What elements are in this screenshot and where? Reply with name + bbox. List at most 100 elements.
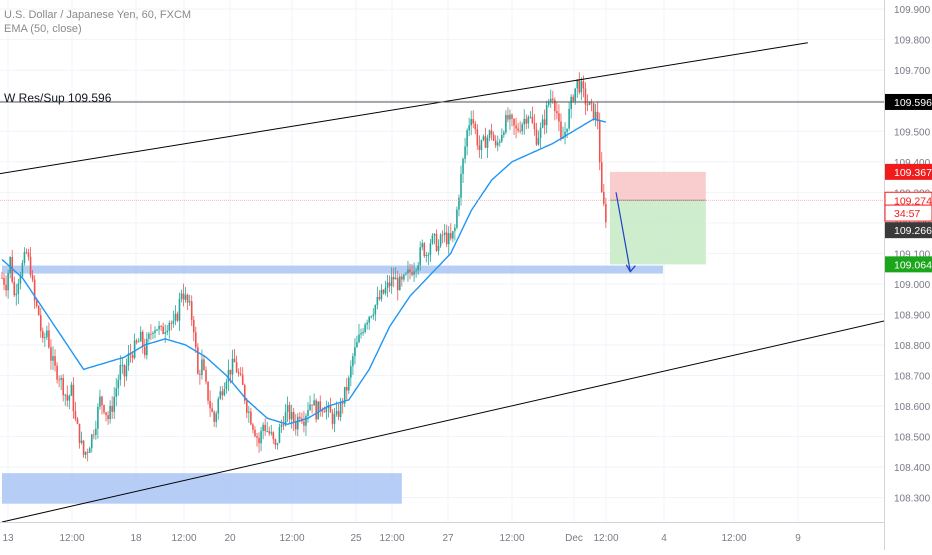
support-zone-lower [2,473,402,504]
candle-body [403,274,405,280]
candle-body [476,129,479,146]
candle-body [29,256,32,276]
candle-body [421,243,424,248]
candle-body [572,96,574,102]
symbol-title[interactable]: U.S. Dollar / Japanese Yen, 60, FXCM [4,9,192,21]
candle-body [407,269,409,274]
x-tick-label: 12:00 [171,533,196,544]
candle-body [68,395,71,401]
candle-body [239,373,242,375]
y-tick-label: 108.500 [894,433,931,444]
candle-body [39,315,42,332]
candle-body [78,423,81,443]
candle-body [598,121,601,163]
candle-body [309,404,311,410]
candle-body [192,319,195,333]
candle-body [470,119,472,126]
drawings[interactable] [0,42,900,523]
candle-body [525,118,528,124]
x-tick-label: 4 [661,533,667,544]
candle-body [97,406,99,429]
candle-body [505,115,507,133]
candle-body [547,101,550,105]
candle-body [543,119,546,126]
candle-body [254,429,256,437]
candle-body [105,412,107,416]
candle-body [123,364,126,377]
candle-body [141,331,144,347]
candle-body [507,115,509,120]
candle-body [31,275,34,280]
candle-body [176,313,179,321]
candle-body [42,331,44,338]
candle-body [131,354,134,358]
candle-body [509,114,511,120]
candle-body [537,138,540,145]
grid [0,0,884,522]
candle-body [215,413,217,422]
candle-body [386,282,389,288]
candle-body [252,424,254,430]
price-tag-label: 109.064 [894,259,932,271]
candle-body [441,234,444,236]
candle-body [262,424,264,431]
candle-body [374,305,377,315]
candle-body [488,130,491,138]
candle-body [241,374,244,385]
candle-body [3,277,5,285]
candle-body [56,365,58,380]
candle-body [156,329,158,331]
candle-body [439,234,442,247]
candle-body [27,252,30,257]
candle-body [580,81,583,93]
candle-body [317,401,319,420]
candle-body [168,322,171,331]
candle-body [356,342,358,348]
x-tick-label: Dec [565,533,583,544]
candle-body [246,400,248,413]
candle-body [331,412,334,424]
candle-body [233,358,236,363]
candle-body [482,136,485,140]
level-label[interactable]: W Res/Sup 109.596 [4,91,112,105]
candle-body [133,340,136,358]
candle-body [447,233,450,245]
candle-body [472,119,475,124]
candle-body [343,386,346,404]
candle-body [384,287,387,294]
candle-body [144,346,146,356]
candle-body [33,279,36,301]
candle-body [203,359,205,370]
candle-body [235,362,238,373]
candle-body [341,401,344,404]
candle-body [556,111,558,114]
candle-body [354,347,356,357]
candle-body [111,405,113,412]
x-tick-label: 9 [795,533,801,544]
candle-body [419,247,421,266]
candle-body [60,377,62,380]
candle-body [348,377,350,391]
price-tag-label: 109.274 [894,195,932,207]
candle-body [184,294,187,300]
candle-body [337,411,340,418]
candle-body [350,366,352,378]
candle-body [358,334,360,343]
time-axis[interactable]: 13 12:00 18 12:00 20 12:00 25 12:00 27 12:00 Dec 12… [0,522,884,550]
candle-body [474,123,477,130]
candle-body [521,124,523,132]
price-axis[interactable]: 109.900109.800109.700109.600109.500109.4… [884,0,932,550]
candle-body [84,451,87,455]
candle-body [276,442,279,445]
candle-body [205,369,207,382]
candle-body [427,254,430,256]
candle-body [437,246,440,251]
candle-body [603,192,605,204]
candle-body [158,325,160,330]
indicator-label[interactable]: EMA (50, close) [4,23,82,35]
candle-body [313,400,315,406]
candle-body [388,282,391,287]
